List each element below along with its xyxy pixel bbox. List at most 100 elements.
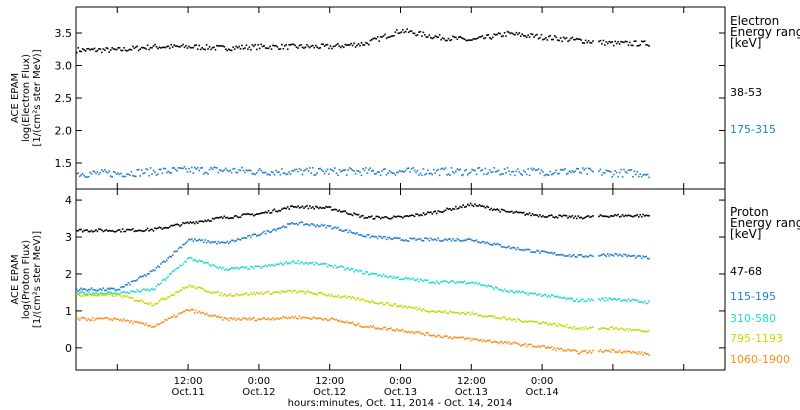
data-point <box>164 226 167 229</box>
data-point <box>468 39 470 41</box>
data-point <box>629 300 631 302</box>
data-point <box>394 174 397 176</box>
data-point <box>450 337 453 340</box>
data-point <box>412 237 414 240</box>
data-point <box>357 213 360 216</box>
data-point <box>536 33 538 36</box>
data-point <box>165 171 168 174</box>
data-point <box>553 296 556 298</box>
data-point <box>108 229 111 232</box>
data-point <box>437 36 439 39</box>
data-point <box>168 171 171 174</box>
data-point <box>350 322 352 324</box>
data-point <box>224 216 227 219</box>
data-point <box>217 267 220 270</box>
data-point <box>188 45 190 48</box>
data-point <box>618 349 621 352</box>
data-point <box>418 31 420 34</box>
data-point <box>419 30 422 33</box>
data-point <box>407 277 410 280</box>
data-point <box>636 255 639 258</box>
data-point <box>637 328 640 331</box>
data-point <box>345 229 348 231</box>
data-point <box>493 242 496 245</box>
data-point <box>245 169 248 172</box>
data-point <box>434 282 437 285</box>
data-point <box>304 292 307 295</box>
data-point <box>548 214 550 217</box>
data-point <box>508 317 510 319</box>
data-point <box>307 45 310 48</box>
data-point <box>568 170 571 173</box>
data-point <box>353 42 355 45</box>
data-point <box>376 171 379 173</box>
data-point <box>86 294 88 297</box>
data-point <box>176 315 178 318</box>
data-point <box>351 296 354 298</box>
data-point <box>627 350 630 353</box>
data-point <box>509 289 512 292</box>
data-point <box>164 298 167 300</box>
data-point <box>157 265 159 267</box>
data-point <box>446 174 448 176</box>
data-point <box>409 30 411 33</box>
data-point <box>223 316 226 319</box>
data-point <box>165 297 168 300</box>
data-point <box>620 215 622 218</box>
data-point <box>387 217 389 220</box>
data-point <box>615 299 618 301</box>
data-point <box>524 292 526 295</box>
data-point <box>145 322 147 325</box>
y-tick-label: 0 <box>65 342 72 355</box>
data-point <box>604 44 606 46</box>
data-point <box>185 286 187 288</box>
data-point <box>245 266 248 268</box>
data-point <box>646 331 649 333</box>
data-point <box>337 320 339 322</box>
data-point <box>216 44 218 47</box>
data-point <box>474 313 476 315</box>
data-point <box>152 325 155 328</box>
data-point <box>143 288 146 291</box>
data-point <box>387 276 389 279</box>
data-point <box>217 240 220 243</box>
data-point <box>312 206 314 208</box>
data-point <box>84 50 87 52</box>
data-point <box>393 303 395 306</box>
data-point <box>326 224 329 227</box>
data-point <box>586 256 588 258</box>
data-point <box>331 169 333 171</box>
data-point <box>413 237 416 240</box>
data-point <box>189 238 192 241</box>
data-point <box>328 173 330 175</box>
data-point <box>500 340 503 343</box>
data-point <box>645 302 647 305</box>
data-point <box>165 45 168 48</box>
data-point <box>524 171 526 173</box>
data-point <box>558 323 560 326</box>
data-point <box>643 40 646 42</box>
data-point <box>81 317 84 319</box>
data-point <box>248 213 251 215</box>
data-point <box>146 44 149 47</box>
data-point <box>205 290 208 293</box>
data-point <box>475 281 478 284</box>
data-point <box>117 172 119 175</box>
data-point <box>189 221 192 223</box>
data-point <box>434 238 437 241</box>
data-point <box>182 286 184 289</box>
data-point <box>437 168 439 171</box>
data-point <box>556 295 559 298</box>
data-point <box>463 38 466 41</box>
data-point <box>519 345 522 347</box>
legend-title: Proton <box>730 205 769 219</box>
data-point <box>635 299 637 302</box>
data-point <box>229 293 231 295</box>
data-point <box>511 32 513 34</box>
data-point <box>416 238 419 241</box>
data-point <box>390 327 392 329</box>
data-point <box>422 31 425 34</box>
data-point <box>143 302 146 304</box>
data-point <box>643 173 646 176</box>
data-point <box>182 263 184 265</box>
